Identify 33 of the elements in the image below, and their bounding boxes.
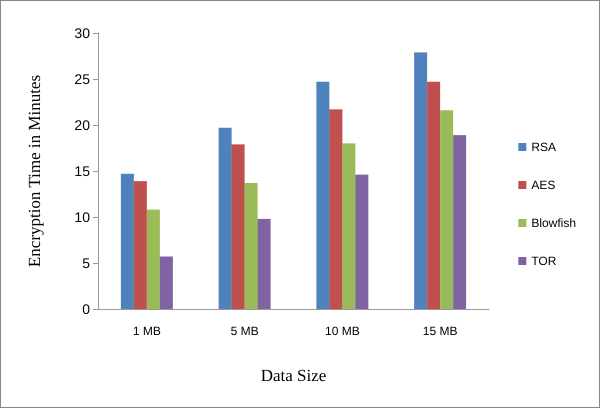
bar xyxy=(232,144,245,309)
bar xyxy=(414,52,428,309)
bar xyxy=(355,174,368,309)
y-tick-label: 30 xyxy=(74,25,90,41)
y-tick-label: 25 xyxy=(74,71,90,87)
x-tick-label: 1 MB xyxy=(132,324,161,338)
bar xyxy=(316,82,330,309)
y-tick-label: 15 xyxy=(74,163,90,179)
bar xyxy=(146,210,160,309)
bar xyxy=(120,174,134,309)
legend-label: AES xyxy=(531,178,556,192)
bar xyxy=(329,109,342,309)
bar xyxy=(453,135,466,309)
bar xyxy=(134,181,147,309)
x-tick-label: 10 MB xyxy=(325,324,360,338)
bar xyxy=(258,218,271,309)
x-tick-label: 5 MB xyxy=(230,324,259,338)
x-axis-title: Data Size xyxy=(260,366,326,385)
y-axis-title: Encryption Time in Minutes xyxy=(25,74,44,268)
bar xyxy=(218,128,232,309)
y-tick-label: 0 xyxy=(82,301,90,317)
bar xyxy=(160,256,173,309)
bar xyxy=(440,110,454,309)
bar xyxy=(244,182,258,309)
y-tick-label: 5 xyxy=(82,255,90,271)
x-tick-label: 15 MB xyxy=(422,324,458,338)
legend-label: RSA xyxy=(531,140,556,154)
y-tick-label: 20 xyxy=(74,117,90,133)
bar xyxy=(342,143,356,309)
legend-label: Blowfish xyxy=(531,216,576,230)
legend-label: TOR xyxy=(531,254,557,268)
bar xyxy=(427,82,440,309)
y-tick-label: 10 xyxy=(74,209,90,225)
